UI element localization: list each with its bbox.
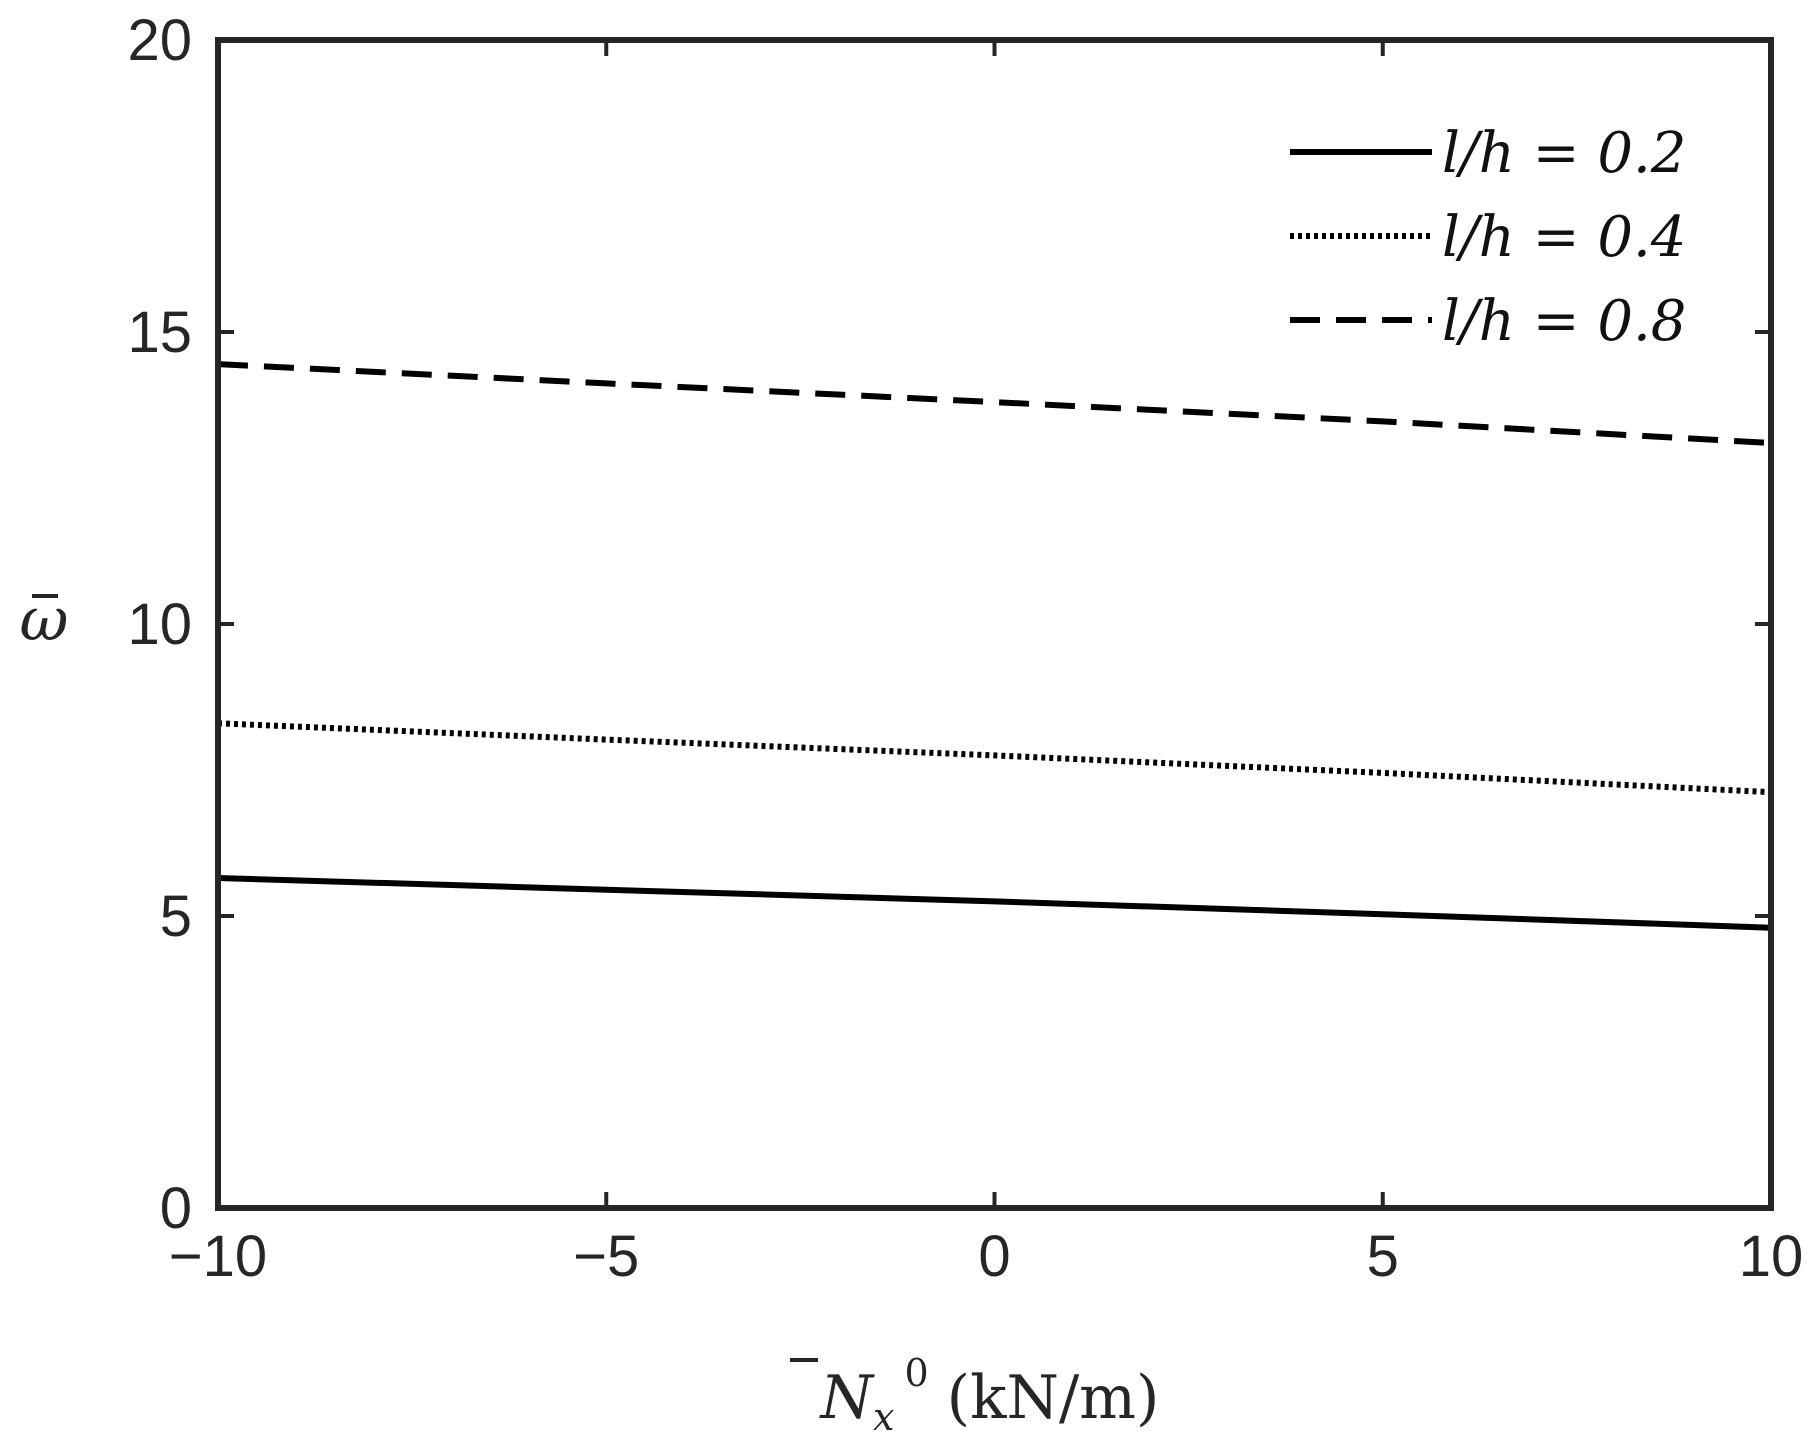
y-tick-label: 15	[127, 300, 192, 365]
y-axis-label: ω	[20, 585, 69, 655]
legend-label-2: l/h = 0.4	[1442, 205, 1686, 270]
legend-label-3: l/h = 0.8	[1442, 289, 1686, 354]
x-axis-label-text: Nx0 (kN/m)	[819, 1351, 1160, 1439]
series-layer	[217, 361, 1772, 931]
ticks-layer	[216, 38, 1773, 1210]
legend: l/h = 0.2 l/h = 0.4 l/h = 0.8	[1290, 121, 1686, 354]
x-tick-label: 0	[978, 1224, 1010, 1289]
y-tick-label: 5	[160, 884, 192, 949]
tick-labels-layer: −10 −5 0 5 10 0 5 10 15 20	[127, 8, 1803, 1289]
series-line-2	[217, 720, 1772, 796]
series-line-1	[217, 875, 1772, 931]
y-tick-label: 10	[127, 592, 192, 657]
y-tick-label: 20	[127, 8, 192, 73]
x-tick-label: −10	[169, 1224, 267, 1289]
x-tick-label: 10	[1739, 1224, 1804, 1289]
x-tick-label: 5	[1367, 1224, 1399, 1289]
series-line-3	[217, 361, 1772, 446]
legend-label-1: l/h = 0.2	[1442, 121, 1686, 186]
y-tick-label: 0	[160, 1176, 192, 1241]
x-tick-label: −5	[573, 1224, 639, 1289]
x-axis-label: Nx0 (kN/m)	[790, 1351, 1159, 1439]
